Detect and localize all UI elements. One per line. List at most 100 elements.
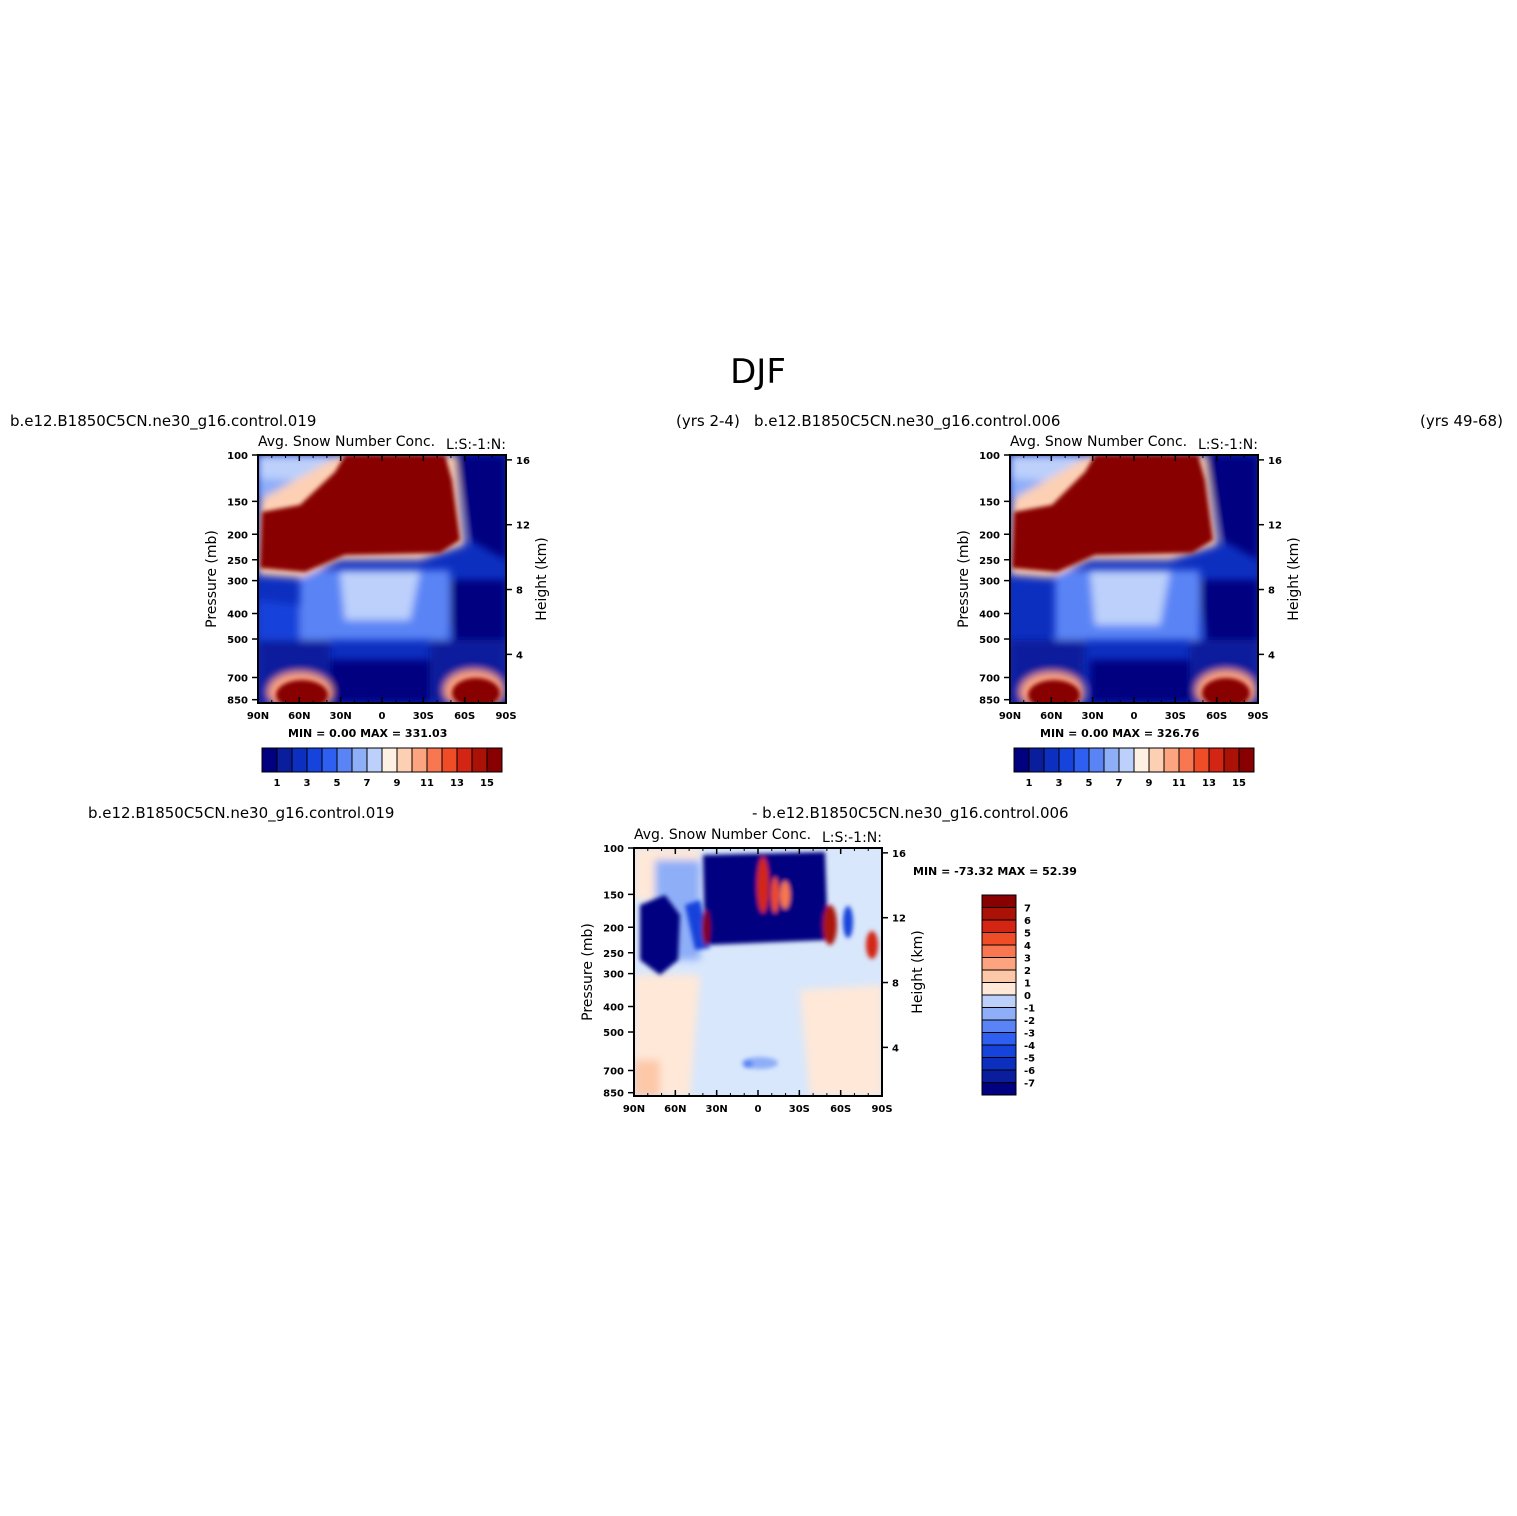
panel-3-colorbar-box (981, 982, 1017, 996)
panel-1-colorbar-box (441, 747, 458, 773)
panel-3-colorbar-label: 3 (1024, 954, 1031, 965)
panel-2-years-label: (yrs 49-68) (1420, 412, 1503, 430)
panel-1-y-right-tick-label: 16 (516, 456, 530, 467)
panel-3-min-value: -73.32 (954, 865, 993, 878)
panel-2-max-value: 326.76 (1157, 727, 1200, 740)
panel-3-colorbar-box (981, 1069, 1017, 1083)
panel-3-min-label: MIN = (913, 865, 954, 878)
panel-3-colorbar-label: -1 (1024, 1004, 1035, 1015)
panel-1-x-tick-label: 60N (288, 711, 310, 722)
panel-3-y-tick-label: 400 (603, 1003, 624, 1014)
panel-3-y-tick-label: 200 (603, 923, 624, 934)
panel-2-y-tick-label: 250 (979, 556, 1000, 567)
panel-2-x-tick-label: 90N (999, 711, 1021, 722)
panel-3-y-tick-label: 150 (603, 890, 624, 901)
panel-2-colorbar-box (1088, 747, 1105, 773)
panel-1-case-label: b.e12.B1850C5CN.ne30_g16.control.019 (10, 412, 316, 431)
panel-2-subtitle-right: L:S:-1:N: (1198, 437, 1258, 453)
panel-3-colorbar-box (981, 1032, 1017, 1046)
panel-3-x-tick-label: 30S (789, 1104, 810, 1115)
panel-1-colorbar-box (306, 747, 323, 773)
panel-1-colorbar-box (366, 747, 383, 773)
panel-1-y-tick-label: 300 (227, 577, 248, 588)
panel-1-colorbar-label: 1 (274, 778, 281, 789)
panel-3-x-tick-label: 90N (623, 1104, 645, 1115)
panel-1-colorbar-label: 15 (480, 778, 494, 789)
panel-3-colorbar-label: -7 (1024, 1079, 1035, 1090)
panel-3-colorbar-box (981, 1082, 1017, 1096)
panel-3: b.e12.B1850C5CN.ne30_g16.control.019 - b… (88, 804, 1077, 1115)
panel-2-colorbar-box (1148, 747, 1165, 773)
panel-1-y-tick-label: 850 (227, 696, 248, 707)
panel-1-colorbar-box (261, 747, 278, 773)
panel-2-colorbar-box (1073, 747, 1090, 773)
panel-3-y-axis-label: Pressure (mb) (580, 923, 596, 1021)
panel-2-colorbar-box (1013, 747, 1030, 773)
panel-3-colorbar-label: 7 (1024, 904, 1031, 915)
panel-1-y-axis-label: Pressure (mb) (204, 530, 220, 628)
panel-2-colorbar-box (1058, 747, 1075, 773)
panel-1-colorbar-box (321, 747, 338, 773)
panel-3-y-right-tick-label: 8 (892, 979, 899, 990)
panel-1-colorbar-label: 11 (420, 778, 434, 789)
panel-3-y-tick-label: 500 (603, 1028, 624, 1039)
panel-1-y-right-axis-label: Height (km) (534, 537, 550, 620)
panel-2-colorbar-box (1163, 747, 1180, 773)
panel-1-x-tick-label: 30S (413, 711, 434, 722)
panel-3-y-right-tick-label: 12 (892, 914, 906, 925)
panel-1-colorbar-box (351, 747, 368, 773)
panel-2: b.e12.B1850C5CN.ne30_g16.control.006 (yr… (754, 412, 1503, 789)
panel-2-colorbar-label: 5 (1086, 778, 1093, 789)
panel-2-y-tick-label: 150 (979, 497, 1000, 508)
panel-2-colorbar-box (1208, 747, 1225, 773)
panel-1-subtitle-right: L:S:-1:N: (446, 437, 506, 453)
panel-1-colorbar-label: 7 (364, 778, 371, 789)
panel-3-colorbar-label: 5 (1024, 929, 1031, 940)
panel-3-x-tick-label: 90S (871, 1104, 892, 1115)
panel-2-x-tick-label: 90S (1247, 711, 1268, 722)
panel-2-y-right-tick-label: 16 (1268, 456, 1282, 467)
panel-3-y-tick-label: 100 (603, 844, 624, 855)
panel-2-min-label: MIN = (1040, 727, 1081, 740)
panel-1-y-right-tick-label: 4 (516, 650, 523, 661)
panel-3-case-label-right: - b.e12.B1850C5CN.ne30_g16.control.006 (752, 804, 1069, 823)
panel-2-subtitle-left: Avg. Snow Number Conc. (1010, 434, 1187, 450)
panel-1-colorbar-label: 13 (450, 778, 464, 789)
panel-1-y-right-tick-label: 12 (516, 521, 530, 532)
panel-3-subtitle-right: L:S:-1:N: (822, 830, 882, 846)
panel-1-contour-field (258, 455, 506, 703)
panel-1-x-tick-label: 0 (379, 711, 386, 722)
panel-1-colorbar-box (471, 747, 488, 773)
panel-3-colorbar-box (981, 1044, 1017, 1058)
panel-2-contour-field (1010, 455, 1258, 703)
panel-3-case-label-left: b.e12.B1850C5CN.ne30_g16.control.019 (88, 804, 394, 823)
panel-2-colorbar-label: 15 (1232, 778, 1246, 789)
panel-2-y-tick-label: 400 (979, 610, 1000, 621)
panel-2-x-tick-label: 60N (1040, 711, 1062, 722)
panel-3-y-tick-label: 700 (603, 1066, 624, 1077)
panel-1-y-tick-label: 400 (227, 610, 248, 621)
panel-2-x-tick-label: 30S (1165, 711, 1186, 722)
panel-2-colorbar-box (1118, 747, 1135, 773)
panel-3-colorbar-label: -2 (1024, 1016, 1035, 1027)
panel-3-y-tick-label: 300 (603, 970, 624, 981)
panel-2-max-label: MAX = (1108, 727, 1157, 740)
panel-3-y-right-axis-label: Height (km) (910, 930, 926, 1013)
panel-2-min-value: 0.00 (1081, 727, 1108, 740)
panel-1-colorbar-box (456, 747, 473, 773)
panel-2-y-tick-label: 100 (979, 451, 1000, 462)
panel-3-colorbar-box (981, 919, 1017, 933)
panel-3-max-value: 52.39 (1042, 865, 1077, 878)
panel-3-y-right-tick-label: 4 (892, 1043, 899, 1054)
panel-2-y-tick-label: 200 (979, 530, 1000, 541)
panel-3-colorbar-box (981, 1019, 1017, 1033)
panel-3-min-max: MIN = -73.32 MAX = 52.39 (913, 865, 1077, 878)
panel-2-colorbar-box (1193, 747, 1210, 773)
panel-3-y-right-tick-label: 16 (892, 849, 906, 860)
panel-2-y-right-tick-label: 12 (1268, 521, 1282, 532)
panel-1-max-value: 331.03 (405, 727, 447, 740)
panel-2-y-tick-label: 500 (979, 635, 1000, 646)
panel-1-years-label: (yrs 2-4) (676, 412, 740, 430)
panel-3-colorbar-box (981, 894, 1017, 908)
